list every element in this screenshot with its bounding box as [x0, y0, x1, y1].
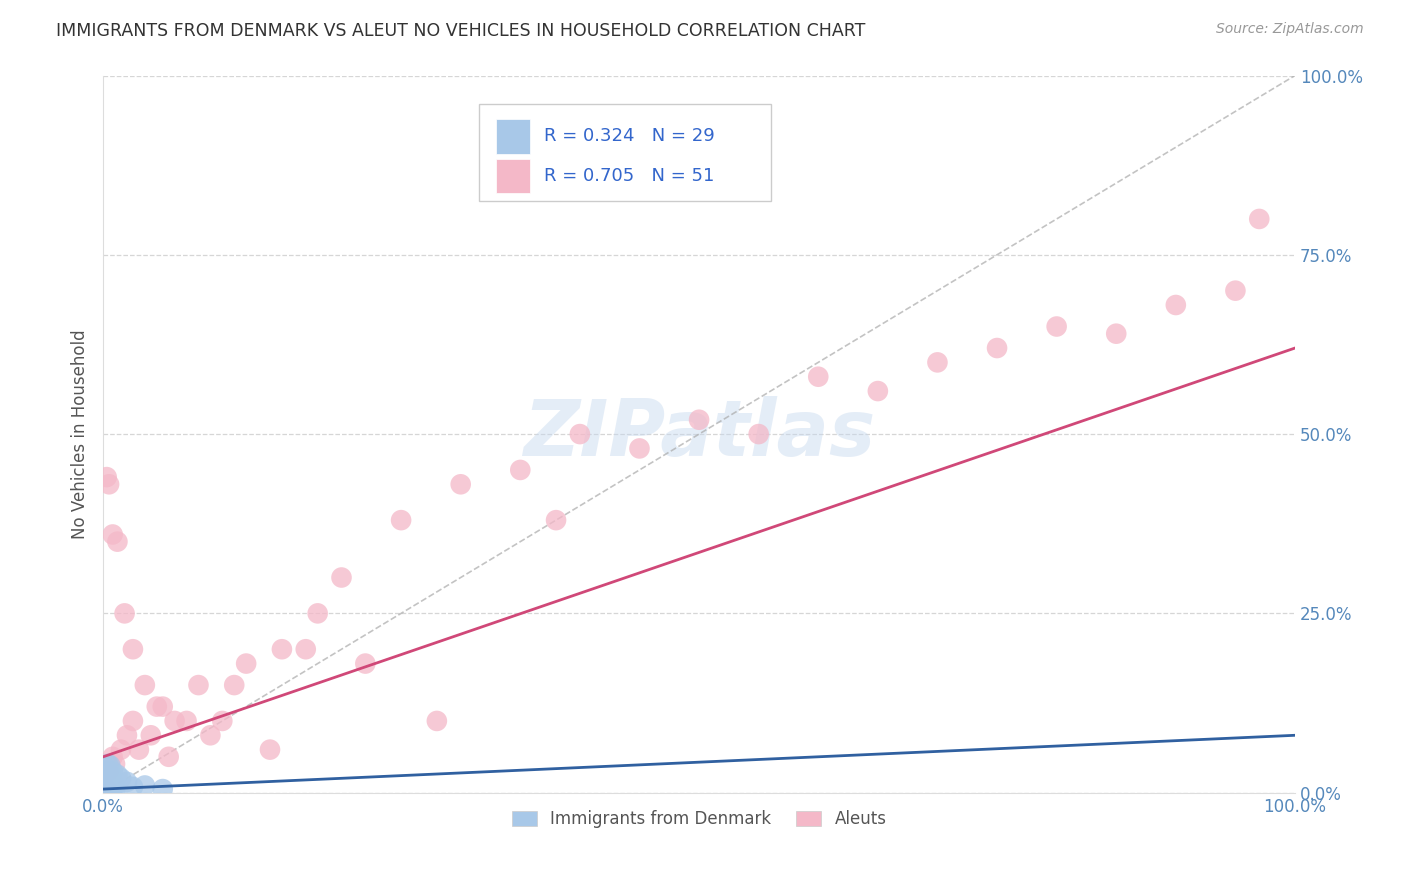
- Point: [544, 513, 567, 527]
- Point: [139, 728, 162, 742]
- Point: [101, 749, 124, 764]
- Point: [98, 775, 121, 789]
- Point: [101, 764, 124, 779]
- Point: [122, 780, 145, 794]
- Point: [97, 782, 120, 797]
- Point: [96, 764, 118, 779]
- Point: [115, 775, 138, 789]
- Point: [104, 782, 127, 797]
- Point: [1225, 284, 1247, 298]
- Point: [101, 527, 124, 541]
- Point: [96, 470, 118, 484]
- Point: [110, 772, 132, 786]
- Point: [354, 657, 377, 671]
- Point: [176, 714, 198, 728]
- FancyBboxPatch shape: [496, 159, 530, 194]
- Point: [107, 768, 129, 782]
- Point: [224, 678, 246, 692]
- Point: [628, 442, 651, 456]
- Point: [98, 772, 121, 786]
- Point: [271, 642, 294, 657]
- Point: [100, 775, 122, 789]
- Point: [104, 780, 127, 794]
- Point: [104, 756, 127, 771]
- Point: [1164, 298, 1187, 312]
- Point: [122, 714, 145, 728]
- Text: R = 0.705   N = 51: R = 0.705 N = 51: [544, 167, 714, 185]
- Point: [114, 607, 136, 621]
- Point: [97, 764, 120, 779]
- Point: [187, 678, 209, 692]
- Point: [94, 782, 117, 797]
- Point: [96, 772, 118, 787]
- Point: [122, 642, 145, 657]
- Point: [128, 742, 150, 756]
- Point: [103, 777, 125, 791]
- Point: [426, 714, 449, 728]
- Point: [450, 477, 472, 491]
- Point: [509, 463, 531, 477]
- Point: [200, 728, 222, 742]
- Point: [330, 570, 353, 584]
- Point: [110, 742, 132, 756]
- Legend: Immigrants from Denmark, Aleuts: Immigrants from Denmark, Aleuts: [505, 803, 893, 835]
- Text: IMMIGRANTS FROM DENMARK VS ALEUT NO VEHICLES IN HOUSEHOLD CORRELATION CHART: IMMIGRANTS FROM DENMARK VS ALEUT NO VEHI…: [56, 22, 866, 40]
- Point: [103, 779, 125, 793]
- Point: [96, 779, 118, 793]
- Point: [115, 728, 138, 742]
- Point: [866, 384, 889, 398]
- Y-axis label: No Vehicles in Household: No Vehicles in Household: [72, 329, 89, 539]
- Point: [94, 760, 117, 774]
- Point: [94, 782, 117, 797]
- Point: [101, 781, 124, 796]
- Point: [152, 782, 174, 797]
- Point: [748, 427, 770, 442]
- Point: [98, 780, 121, 794]
- Point: [98, 768, 121, 782]
- Point: [927, 355, 949, 369]
- Point: [98, 765, 121, 780]
- Point: [389, 513, 412, 527]
- Point: [94, 772, 117, 786]
- Point: [97, 768, 120, 782]
- Point: [235, 657, 257, 671]
- Point: [1105, 326, 1128, 341]
- Point: [294, 642, 316, 657]
- Point: [145, 699, 167, 714]
- Point: [211, 714, 233, 728]
- Point: [98, 770, 121, 784]
- Text: Source: ZipAtlas.com: Source: ZipAtlas.com: [1216, 22, 1364, 37]
- Point: [1046, 319, 1069, 334]
- Point: [97, 756, 120, 771]
- Point: [1249, 211, 1271, 226]
- Point: [152, 699, 174, 714]
- Point: [134, 779, 156, 793]
- Point: [134, 678, 156, 692]
- Point: [98, 477, 121, 491]
- FancyBboxPatch shape: [478, 104, 770, 201]
- Point: [688, 413, 710, 427]
- Point: [568, 427, 591, 442]
- Point: [100, 777, 122, 791]
- Point: [259, 742, 281, 756]
- Point: [307, 607, 329, 621]
- Point: [157, 749, 180, 764]
- Text: R = 0.324   N = 29: R = 0.324 N = 29: [544, 128, 714, 145]
- Point: [107, 534, 129, 549]
- Point: [163, 714, 186, 728]
- FancyBboxPatch shape: [496, 120, 530, 153]
- Text: ZIPatlas: ZIPatlas: [523, 396, 875, 472]
- Point: [986, 341, 1008, 355]
- Point: [98, 758, 121, 772]
- Point: [807, 369, 830, 384]
